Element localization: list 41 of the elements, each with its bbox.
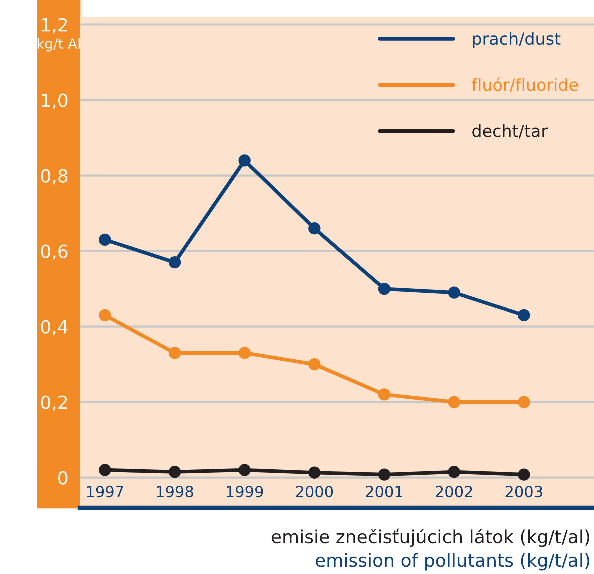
text: emisie znečisťujúcich látok (kg/t/al) xyxy=(272,528,590,548)
legend-label: decht/tar xyxy=(472,124,548,139)
point xyxy=(448,466,460,478)
point xyxy=(448,286,460,299)
x-tick-label: 2002 xyxy=(436,486,472,498)
y-tick-label: 0,6 xyxy=(41,244,68,260)
point xyxy=(238,347,251,360)
point xyxy=(378,388,391,401)
x-tick-label: 2000 xyxy=(296,486,334,498)
x-tick-label: 1997 xyxy=(87,486,124,498)
text: emission of pollutants (kg/t/al) xyxy=(316,553,590,571)
point xyxy=(238,154,251,167)
y-tick-label: 0 xyxy=(58,471,68,485)
y-tick-label: 0,2 xyxy=(41,396,68,412)
y-tick-label: 1,0 xyxy=(42,94,68,110)
point xyxy=(99,309,112,322)
point xyxy=(99,234,112,246)
point xyxy=(308,358,321,371)
point xyxy=(168,347,182,360)
y-tick-label: 1,2 xyxy=(42,18,68,34)
x-tick-label: 1999 xyxy=(227,486,264,498)
x-tick-label: 2001 xyxy=(366,486,403,498)
y-tick-label: 0,8 xyxy=(41,169,68,185)
point xyxy=(238,464,251,476)
x-tick-label: 2003 xyxy=(506,486,542,498)
point xyxy=(99,464,112,476)
point xyxy=(518,468,530,481)
legend-label: prach/dust xyxy=(473,32,561,48)
point xyxy=(308,222,321,235)
y-axis-title: kg/t Al xyxy=(38,38,80,52)
point xyxy=(518,309,530,322)
point xyxy=(168,256,182,269)
legend-label: fluór/fluoride xyxy=(472,78,578,93)
point xyxy=(448,396,460,408)
point xyxy=(518,396,530,408)
point xyxy=(378,468,391,481)
point xyxy=(378,282,391,296)
point xyxy=(168,466,182,478)
x-tick-label: 1998 xyxy=(157,486,194,498)
point xyxy=(308,466,321,479)
y-tick-label: 0,4 xyxy=(41,320,68,336)
